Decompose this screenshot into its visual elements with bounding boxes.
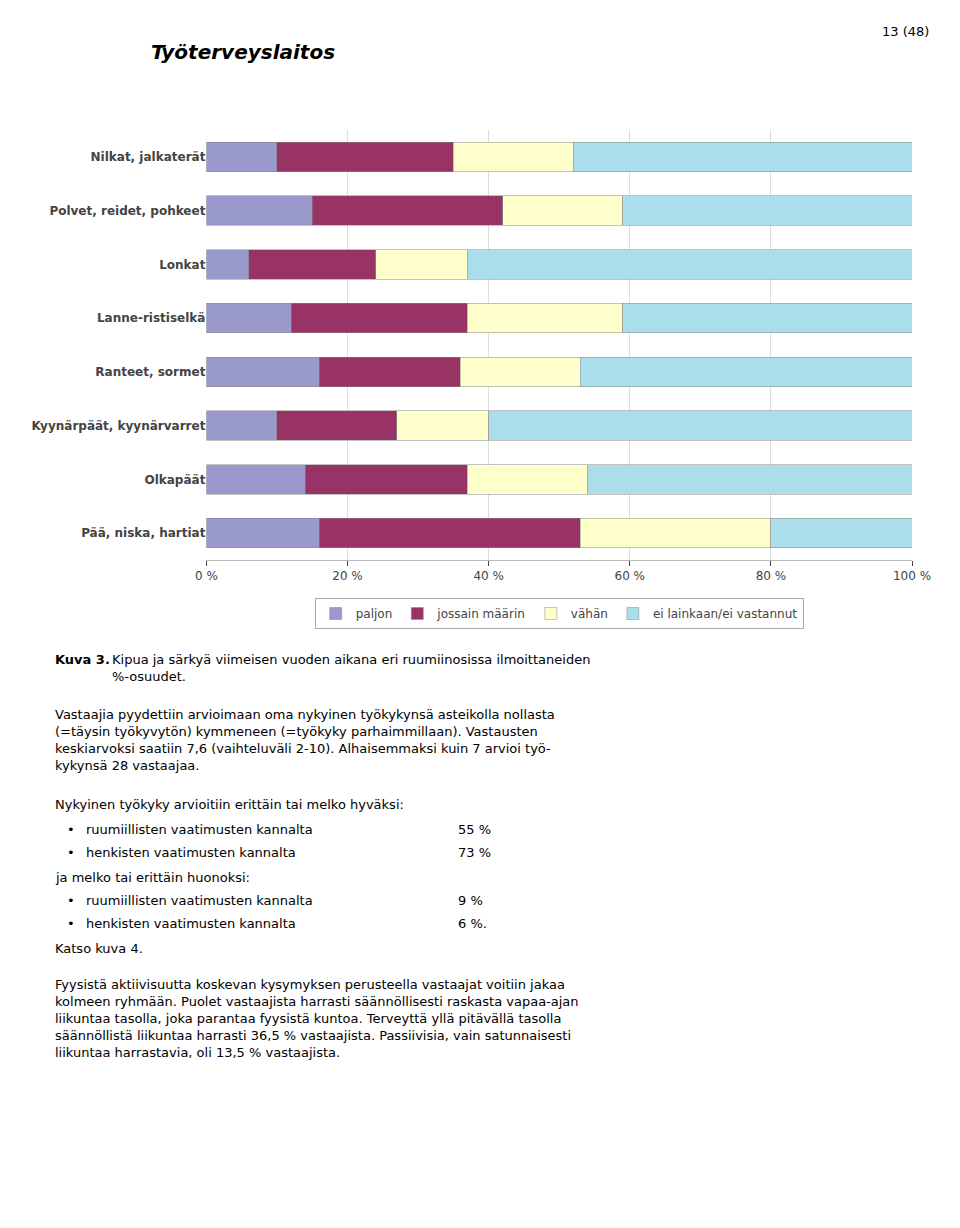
svg-text:55 %: 55 % [458, 822, 491, 837]
svg-text:Lanne-ristiselkä: Lanne-ristiselkä [97, 311, 205, 325]
svg-text:40 %: 40 % [473, 569, 504, 583]
svg-text:•: • [67, 845, 75, 860]
svg-text:henkisten vaatimusten kannalta: henkisten vaatimusten kannalta [86, 916, 296, 931]
svg-text:0 %: 0 % [195, 569, 218, 583]
svg-text:Katso kuva 4.: Katso kuva 4. [55, 941, 143, 956]
svg-text:Nilkat, jalkaterät: Nilkat, jalkaterät [91, 150, 206, 164]
svg-text:73 %: 73 % [458, 845, 491, 860]
svg-text:Pää, niska, hartiat: Pää, niska, hartiat [81, 526, 206, 540]
svg-text:paljon: paljon [356, 607, 393, 621]
svg-text:60 %: 60 % [615, 569, 646, 583]
svg-text:Lonkat: Lonkat [159, 258, 206, 272]
svg-text:Olkapäät: Olkapäät [144, 473, 205, 487]
svg-text:Vastaajia pyydettiin arvioimaa: Vastaajia pyydettiin arvioimaan oma nyky… [55, 707, 555, 773]
svg-text:Nykyinen työkyky arvioitiin er: Nykyinen työkyky arvioitiin erittäin tai… [55, 797, 404, 812]
svg-text:ruumiillisten vaatimusten kann: ruumiillisten vaatimusten kannalta [86, 893, 313, 908]
svg-text:ja melko tai erittäin huonoksi: ja melko tai erittäin huonoksi: [55, 870, 250, 885]
svg-text:Fyysistä aktiivisuutta koskeva: Fyysistä aktiivisuutta koskevan kysymyks… [55, 977, 579, 1060]
svg-text:Kyynärpäät, kyynärvarret: Kyynärpäät, kyynärvarret [32, 419, 206, 433]
svg-text:Kipua ja särkyä viimeisen vuod: Kipua ja särkyä viimeisen vuoden aikana … [112, 652, 590, 684]
svg-text:•: • [67, 916, 75, 931]
svg-text:Kuva 3.: Kuva 3. [55, 652, 110, 667]
svg-text:80 %: 80 % [756, 569, 787, 583]
svg-text:vähän: vähän [571, 607, 608, 621]
svg-text:9 %: 9 % [458, 893, 483, 908]
svg-text:jossain määrin: jossain määrin [436, 607, 525, 621]
svg-text:Polvet, reidet, pohkeet: Polvet, reidet, pohkeet [49, 204, 205, 218]
svg-text:6 %.: 6 %. [458, 916, 487, 931]
svg-text:20 %: 20 % [332, 569, 363, 583]
svg-text:100 %: 100 % [893, 569, 931, 583]
svg-text:ruumiillisten vaatimusten kann: ruumiillisten vaatimusten kannalta [86, 822, 313, 837]
svg-text:ei lainkaan/ei vastannut: ei lainkaan/ei vastannut [653, 607, 797, 621]
svg-text:•: • [67, 893, 75, 908]
svg-text:Työterveyslaitos: Työterveyslaitos [151, 40, 335, 64]
svg-text:13 (48): 13 (48) [882, 24, 929, 39]
svg-text:Ranteet, sormet: Ranteet, sormet [95, 365, 205, 379]
svg-text:henkisten vaatimusten kannalta: henkisten vaatimusten kannalta [86, 845, 296, 860]
svg-text:•: • [67, 822, 75, 837]
